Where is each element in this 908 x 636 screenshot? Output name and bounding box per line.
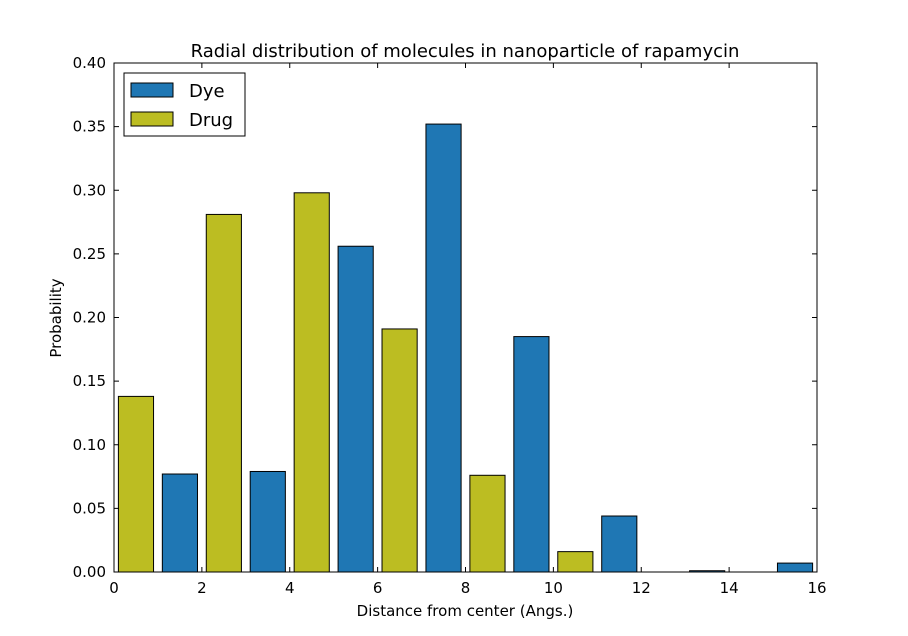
y-tick-label: 0.15 — [73, 372, 106, 390]
x-tick-label: 16 — [807, 579, 826, 597]
legend-label-drug: Drug — [189, 110, 233, 131]
bar-dye-5 — [601, 515, 638, 573]
y-axis-label: Probability — [47, 278, 65, 357]
bars-layer — [117, 123, 814, 573]
bar-dye-4 — [513, 336, 550, 573]
bar-drug-4 — [469, 474, 506, 573]
chart-title: Radial distribution of molecules in nano… — [191, 41, 740, 62]
legend: Dye Drug — [123, 72, 246, 137]
bar-drug-2 — [293, 192, 330, 573]
bar-dye-3 — [425, 123, 462, 573]
x-tick-label: 0 — [109, 579, 119, 597]
bar-dye-7 — [776, 562, 814, 573]
bar-dye-1 — [249, 470, 286, 573]
x-tick-label: 4 — [285, 579, 295, 597]
y-tick-label: 0.20 — [73, 309, 106, 327]
bar-drug-3 — [381, 328, 418, 573]
y-tick-label: 0.10 — [73, 436, 106, 454]
legend-label-dye: Dye — [189, 81, 225, 102]
y-axis: 0.00 0.05 0.10 0.15 0.20 0.25 0.30 0.35 0.40 — [73, 54, 817, 581]
y-tick-label: 0.25 — [73, 245, 106, 263]
y-tick-label: 0.30 — [73, 181, 106, 199]
x-tick-label: 6 — [373, 579, 383, 597]
bar-drug-5 — [557, 551, 594, 573]
x-tick-label: 2 — [197, 579, 207, 597]
y-tick-label: 0.40 — [73, 54, 106, 72]
x-tick-label: 10 — [544, 579, 563, 597]
bar-drug-0 — [117, 395, 155, 573]
legend-swatch-dye — [130, 82, 174, 98]
bar-drug-1 — [205, 213, 242, 573]
y-tick-label: 0.35 — [73, 118, 106, 136]
legend-swatch-drug — [130, 111, 174, 127]
y-tick-label: 0.00 — [73, 563, 106, 581]
y-tick-label: 0.05 — [73, 499, 106, 517]
x-tick-label: 12 — [632, 579, 651, 597]
x-tick-label: 14 — [720, 579, 739, 597]
bar-dye-0 — [161, 473, 198, 573]
x-axis-label: Distance from center (Angs.) — [357, 602, 574, 620]
x-tick-label: 8 — [461, 579, 471, 597]
bar-dye-2 — [337, 245, 374, 573]
x-axis: 0 2 4 6 8 10 12 14 16 — [109, 63, 827, 597]
